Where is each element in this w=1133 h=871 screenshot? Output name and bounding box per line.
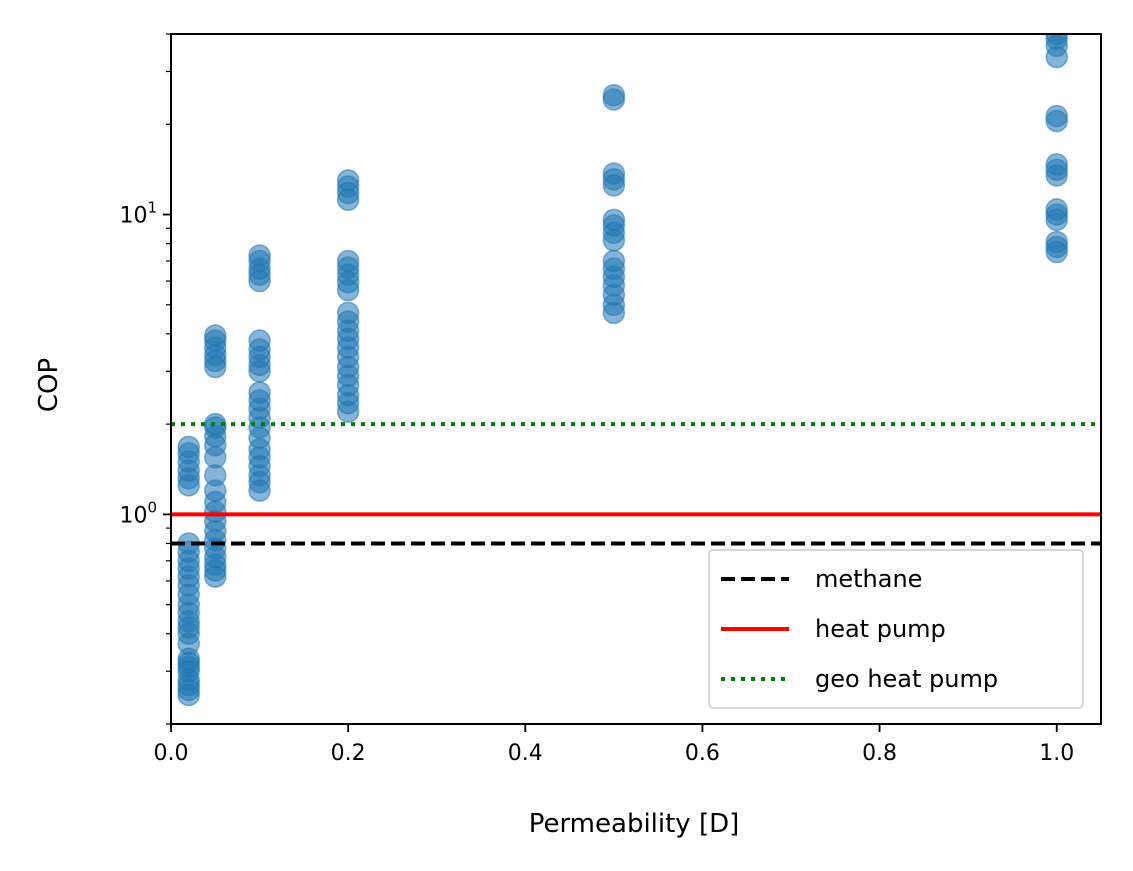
scatter-point: [1045, 153, 1068, 176]
x-tick-label: 0.2: [331, 741, 366, 766]
legend-box: [708, 549, 1084, 709]
scatter-point: [204, 324, 227, 347]
legend: methane heat pump geo heat pump: [708, 549, 1084, 709]
y-tick-label: 100: [119, 498, 157, 528]
x-tick-label: 0.0: [154, 741, 189, 766]
x-axis: 0.0 0.2 0.4 0.6 0.8 1.0: [154, 724, 1074, 766]
scatter-point: [1045, 34, 1068, 46]
scatter-point: [336, 301, 360, 325]
scatter-point: [336, 169, 360, 192]
scatter-point: [602, 83, 626, 107]
y-axis-label: COP: [34, 358, 64, 412]
y-axis: 100 101: [119, 33, 171, 725]
scatter-point: [602, 208, 626, 232]
plot-frame: [170, 33, 1102, 725]
scatter-point: [177, 435, 200, 459]
scatter-point: [1045, 198, 1068, 221]
legend-label: heat pump: [815, 615, 946, 643]
legend-label: geo heat pump: [815, 665, 998, 693]
scatter-points: [177, 34, 1068, 707]
reference-lines: [171, 422, 1101, 546]
x-tick-label: 0.6: [685, 741, 720, 766]
x-tick-label: 0.8: [862, 741, 897, 766]
scatter-point: [602, 162, 626, 185]
x-tick-label: 1.0: [1039, 741, 1074, 766]
x-tick-label: 0.4: [508, 741, 543, 766]
scatter-point: [1045, 104, 1068, 128]
scatter-point: [602, 249, 626, 273]
scatter-point: [1045, 230, 1068, 254]
scatter-point: [248, 381, 271, 404]
scatter-point: [248, 329, 271, 352]
x-axis-label: Permeability [D]: [529, 809, 740, 839]
scatter-point: [248, 244, 271, 267]
legend-label: methane: [815, 565, 922, 593]
scatter-point: [336, 249, 360, 273]
y-tick-label: 101: [119, 199, 157, 229]
